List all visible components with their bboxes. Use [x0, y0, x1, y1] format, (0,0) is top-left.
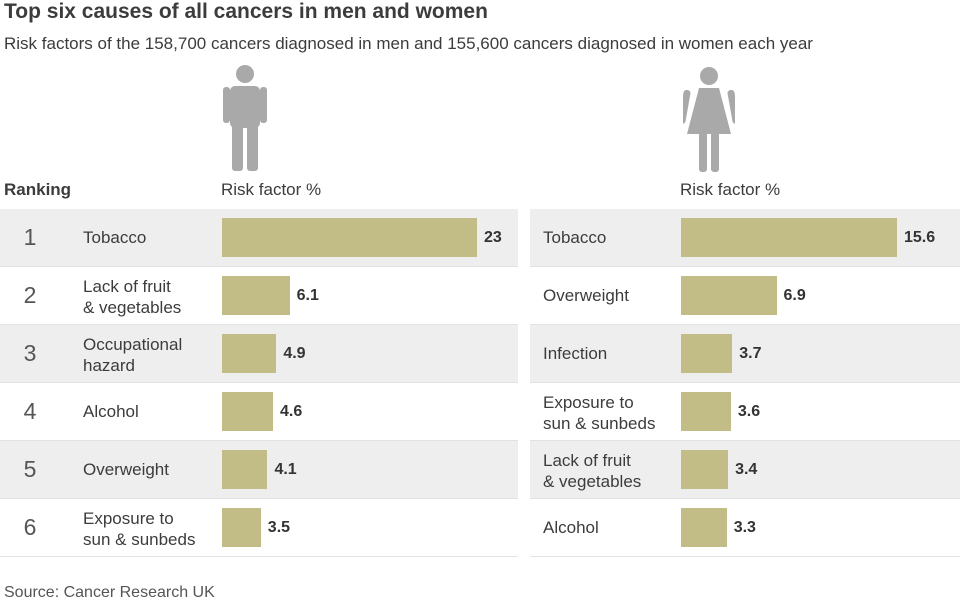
woman-icon [683, 67, 735, 172]
women-bar [681, 450, 729, 489]
women-category-label: Infection [543, 343, 607, 364]
women-category-label: Lack of fruit & vegetables [543, 450, 641, 492]
women-value-label: 3.3 [733, 519, 756, 536]
men-category-label: Tobacco [83, 227, 146, 248]
rank-number: 1 [23, 224, 37, 250]
women-value-label: 3.6 [737, 403, 761, 420]
women-row [530, 383, 960, 441]
label-line: Exposure to [83, 509, 174, 528]
label-line: sun & sunbeds [83, 530, 196, 549]
women-row [530, 267, 960, 325]
men-value-label: 23 [484, 229, 502, 246]
man-icon [223, 65, 267, 171]
ranking-header: Ranking [4, 180, 72, 199]
source-note: Source: Cancer Research UK [4, 584, 215, 601]
men-value-label: 4.9 [283, 345, 306, 362]
men-bar [222, 218, 477, 257]
men-bar [222, 276, 290, 315]
men-bar [222, 450, 268, 489]
women-value-label: 3.7 [739, 345, 762, 362]
men-row [0, 267, 518, 325]
women-category-label: Alcohol [543, 517, 599, 538]
label-line: Overweight [543, 286, 629, 305]
men-category-label: Occupational hazard [83, 334, 182, 376]
chart-subtitle: Risk factors of the 158,700 cancers diag… [4, 34, 813, 53]
men-category-label: Lack of fruit & vegetables [83, 276, 181, 318]
rank-number: 6 [23, 514, 37, 540]
women-bar [681, 392, 731, 431]
women-row [530, 325, 960, 383]
women-value-label: 6.9 [783, 287, 806, 304]
men-risk-header: Risk factor % [221, 180, 322, 199]
label-line: Lack of fruit [83, 277, 171, 296]
women-risk-header: Risk factor % [680, 180, 781, 199]
men-row [0, 383, 518, 441]
women-category-label: Overweight [543, 285, 629, 306]
label-line: Tobacco [543, 228, 607, 247]
women-bar [681, 508, 727, 547]
label-line: hazard [83, 356, 135, 375]
women-row [530, 499, 960, 557]
men-value-label: 3.5 [267, 519, 291, 536]
women-bar [681, 276, 777, 315]
rank-number: 4 [23, 398, 37, 424]
men-bar [222, 508, 261, 547]
label-line: Infection [543, 344, 608, 363]
label-line: & vegetables [83, 298, 182, 317]
men-category-label: Alcohol [83, 401, 139, 422]
women-value-label: 3.4 [735, 461, 758, 478]
label-line: Alcohol [543, 518, 599, 537]
men-category-label: Exposure to sun & sunbeds [83, 508, 195, 550]
women-bar [681, 334, 733, 373]
women-category-label: Tobacco [543, 227, 606, 248]
rank-number: 3 [23, 340, 37, 366]
men-row [0, 499, 518, 557]
women-value-label: 15.6 [904, 229, 936, 246]
chart-title: Top six causes of all cancers in men and… [4, 0, 488, 23]
men-category-label: Overweight [83, 459, 169, 480]
rank-number: 5 [23, 456, 37, 482]
men-bar [222, 334, 277, 373]
women-category-label: Exposure to sun & sunbeds [543, 392, 655, 434]
women-row [530, 441, 960, 499]
men-value-label: 4.1 [274, 461, 297, 478]
label-line: Overweight [83, 460, 169, 479]
men-value-label: 4.6 [280, 403, 303, 420]
label-line: Lack of fruit [543, 451, 631, 470]
men-bar [222, 392, 273, 431]
label-line: Alcohol [83, 402, 139, 421]
label-line: Occupational [83, 335, 183, 354]
label-line: & vegetables [543, 472, 642, 491]
label-line: sun & sunbeds [543, 414, 656, 433]
rank-number: 2 [23, 282, 37, 308]
label-line: Tobacco [83, 228, 147, 247]
women-bar [681, 218, 897, 257]
men-value-label: 6.1 [296, 287, 319, 304]
label-line: Exposure to [543, 393, 634, 412]
